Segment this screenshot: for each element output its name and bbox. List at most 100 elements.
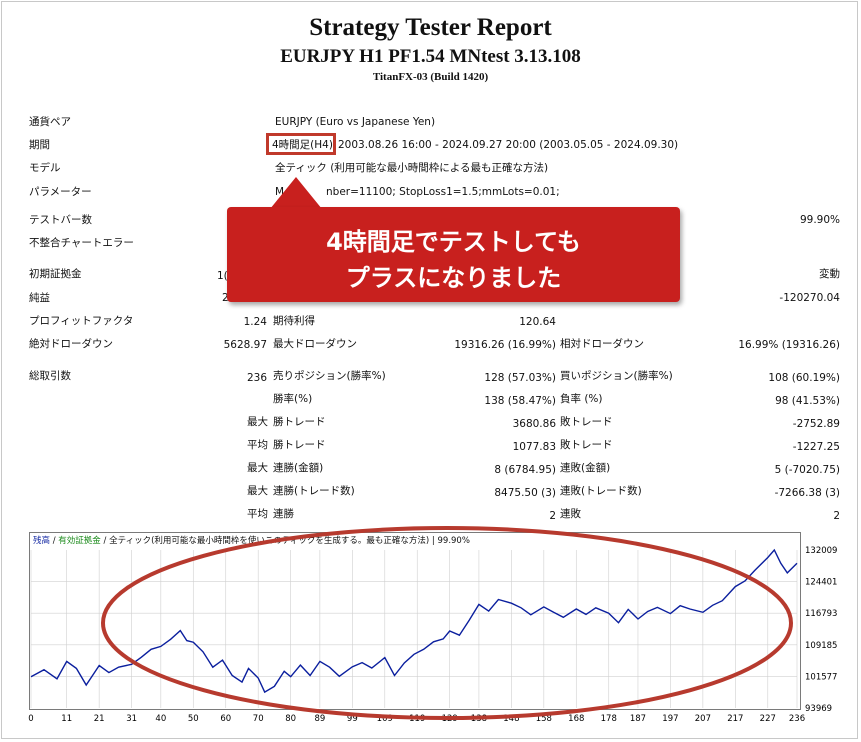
- largest-word: 最大: [247, 416, 268, 428]
- net-profit-label: 純益: [29, 292, 50, 304]
- avg-win-value: 1077.83: [512, 441, 556, 453]
- x-tick-label: 99: [347, 714, 358, 724]
- period-value: 2003.08.26 16:00 - 2024.09.27 20:00 (200…: [338, 139, 679, 151]
- y-tick-label: 116793: [805, 609, 837, 619]
- avg-cons-wins-value: 2: [549, 510, 556, 522]
- balance-line: [30, 548, 798, 694]
- chart-legend: 残高 / 有効証拠金 / 全ティック(利用可能な最小時間枠を使いこのティックを生…: [33, 536, 470, 546]
- max-cons-lossamt-value: -7266.38 (3): [774, 487, 840, 499]
- x-tick-label: 187: [630, 714, 646, 724]
- absolute-dd-value: 5628.97: [223, 339, 267, 351]
- profit-factor-value: 1.24: [243, 316, 267, 328]
- short-positions-value: 128 (57.03%): [484, 372, 556, 384]
- callout-banner: 4時間足でテストしても プラスになりました: [227, 207, 680, 302]
- x-tick-label: 207: [695, 714, 711, 724]
- deposit-value: 1(: [217, 270, 228, 282]
- y-tick-label: 101577: [805, 672, 837, 682]
- x-tick-label: 11: [61, 714, 72, 724]
- x-tick-label: 60: [220, 714, 231, 724]
- server-info: TitanFX-03 (Build 1420): [372, 71, 489, 83]
- highlight-ellipse: [101, 526, 793, 720]
- x-tick-label: 21: [94, 714, 105, 724]
- x-tick-label: 178: [601, 714, 617, 724]
- avg-cons-losses-label: 連敗: [560, 508, 581, 520]
- period-label: 期間: [29, 139, 50, 151]
- x-tick-label: 217: [727, 714, 743, 724]
- avg-loss-value: -1227.25: [792, 441, 840, 453]
- report-subtitle: EURJPY H1 PF1.54 MNtest 3.13.108: [280, 46, 581, 67]
- profit-trades-label: 勝率(%): [273, 393, 313, 405]
- x-tick-label: 70: [253, 714, 264, 724]
- x-tick-label: 197: [662, 714, 678, 724]
- net-profit-value: 2: [222, 292, 229, 304]
- params-label: パラメーター: [29, 186, 92, 198]
- profit-factor-label: プロフィットファクタ: [29, 315, 134, 327]
- x-tick-label: 109: [377, 714, 393, 724]
- largest-win-value: 3680.86: [512, 418, 556, 430]
- y-tick-label: 93969: [805, 704, 832, 714]
- max-cons-profit-label: 連勝(トレード数): [273, 485, 355, 497]
- mismatch-label: 不整合チャートエラー: [29, 237, 134, 249]
- callout-line-1: 4時間足でテストしても: [326, 228, 581, 256]
- relative-dd-label: 相対ドローダウン: [560, 338, 644, 350]
- max-cons-losses-value: 5 (-7020.75): [774, 464, 840, 476]
- largest-loss-label: 敗トレード: [560, 416, 613, 428]
- params-value: nber=11100; StopLoss1=1.5;mmLots=0.01;: [326, 186, 560, 198]
- avg-loss-label: 敗トレード: [560, 439, 613, 451]
- x-tick-label: 31: [126, 714, 137, 724]
- bars-label: テストバー数: [29, 214, 92, 226]
- balance-chart-area: [29, 532, 801, 710]
- max-cons-profit-value: 8475.50 (3): [494, 487, 556, 499]
- absolute-dd-label: 絶対ドローダウン: [29, 338, 113, 350]
- short-positions-label: 売りポジション(勝率%): [273, 370, 386, 382]
- legend-model-a: 全ティック(利用可能な最小時間枠を使い: [109, 536, 265, 546]
- x-tick-label: 168: [568, 714, 584, 724]
- relative-dd-value: 16.99% (19316.26): [738, 339, 840, 351]
- max-dd-value: 19316.26 (16.99%): [454, 339, 556, 351]
- gross-loss-value: -120270.04: [779, 292, 840, 304]
- x-tick-label: 227: [760, 714, 776, 724]
- loss-trades-value: 98 (41.53%): [775, 395, 840, 407]
- x-tick-label: 0: [28, 714, 33, 724]
- period-highlight-box: [266, 133, 336, 155]
- report-title: Strategy Tester Report: [309, 14, 552, 41]
- long-positions-label: 買いポジション(勝率%): [560, 370, 673, 382]
- avg-cons-wins-label: 連勝: [273, 508, 294, 520]
- max-dd-label: 最大ドローダウン: [273, 338, 357, 350]
- max-cons-lossamt-label: 連敗(トレード数): [560, 485, 642, 497]
- y-tick-label: 132009: [805, 546, 837, 556]
- x-tick-label: 50: [188, 714, 199, 724]
- largest-loss-value: -2752.89: [792, 418, 840, 430]
- avg-cons-losses-value: 2: [833, 510, 840, 522]
- max-cons-word-2: 最大: [247, 485, 268, 497]
- spread-value: 変動: [819, 268, 840, 280]
- x-tick-label: 40: [155, 714, 166, 724]
- loss-trades-label: 負率 (%): [560, 393, 603, 405]
- max-cons-losses-label: 連敗(金額): [560, 462, 611, 474]
- profit-trades-value: 138 (58.47%): [484, 395, 556, 407]
- model-label: モデル: [29, 162, 61, 174]
- modeling-quality-value: 99.90%: [799, 214, 840, 226]
- expected-payoff-value: 120.64: [519, 316, 556, 328]
- legend-model-b: このティックを生成する。最も正確な方法): [264, 536, 430, 546]
- model-value: 全ティック (利用可能な最小時間枠による最も正確な方法): [275, 162, 549, 174]
- average-word: 平均: [247, 439, 268, 451]
- legend-balance: 残高: [33, 536, 51, 546]
- total-trades-value: 236: [246, 372, 267, 384]
- callout-line-2: プラスになりました: [345, 264, 562, 292]
- max-cons-wins-label: 連勝(金額): [273, 462, 324, 474]
- avg-cons-word: 平均: [247, 508, 268, 520]
- x-tick-label: 80: [285, 714, 296, 724]
- symbol-value: EURJPY (Euro vs Japanese Yen): [275, 116, 436, 128]
- max-cons-word: 最大: [247, 462, 268, 474]
- total-trades-label: 総取引数: [29, 370, 71, 382]
- max-cons-wins-value: 8 (6784.95): [494, 464, 556, 476]
- largest-win-label: 勝トレード: [273, 416, 326, 428]
- callout-pointer: [270, 177, 322, 209]
- x-tick-label: 158: [536, 714, 552, 724]
- period-timeframe: 4時間足(H4): [272, 139, 333, 151]
- legend-equity: 有効証拠金: [58, 536, 101, 546]
- legend-quality: 99.90%: [437, 536, 470, 546]
